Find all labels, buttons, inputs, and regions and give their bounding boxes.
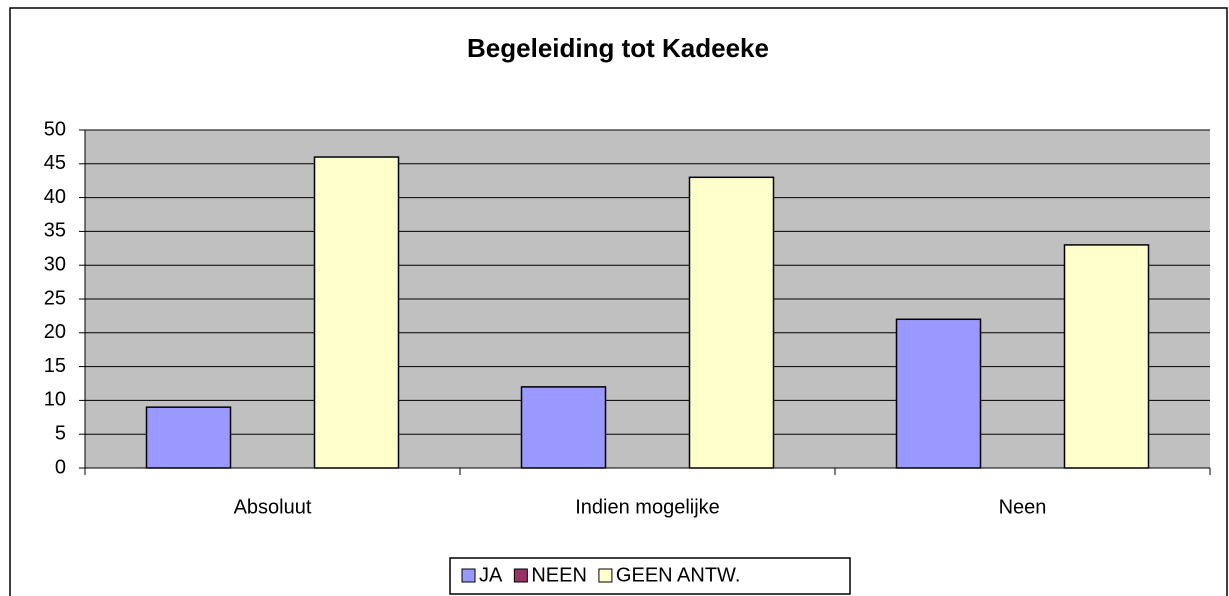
legend-label: GEEN ANTW. [616,564,740,586]
bar [1063,244,1150,469]
x-tick-label: Neen [999,496,1047,518]
y-tick-label: 40 [44,186,66,208]
y-tick-label: 30 [44,253,66,275]
bar [895,318,982,469]
bar [520,386,607,469]
x-tick-label: Indien mogelijke [575,496,720,518]
y-tick-label: 35 [44,220,66,242]
legend-label: NEEN [531,564,587,586]
y-tick-label: 45 [44,152,66,174]
legend-swatch [513,568,528,583]
bar [145,406,232,469]
y-tick-label: 10 [44,389,66,411]
bar [688,176,775,469]
legend-swatch [461,568,476,583]
y-tick-label: 20 [44,321,66,343]
legend-swatch [598,568,613,583]
chart-title: Begeleiding tot Kadeeke [467,33,769,63]
y-tick-label: 50 [44,118,66,140]
bar [313,156,400,469]
legend-label: JA [479,564,503,586]
y-tick-label: 25 [44,287,66,309]
y-tick-label: 0 [55,456,66,478]
y-tick-label: 15 [44,355,66,377]
y-tick-label: 5 [55,422,66,444]
x-tick-label: Absoluut [234,496,312,518]
